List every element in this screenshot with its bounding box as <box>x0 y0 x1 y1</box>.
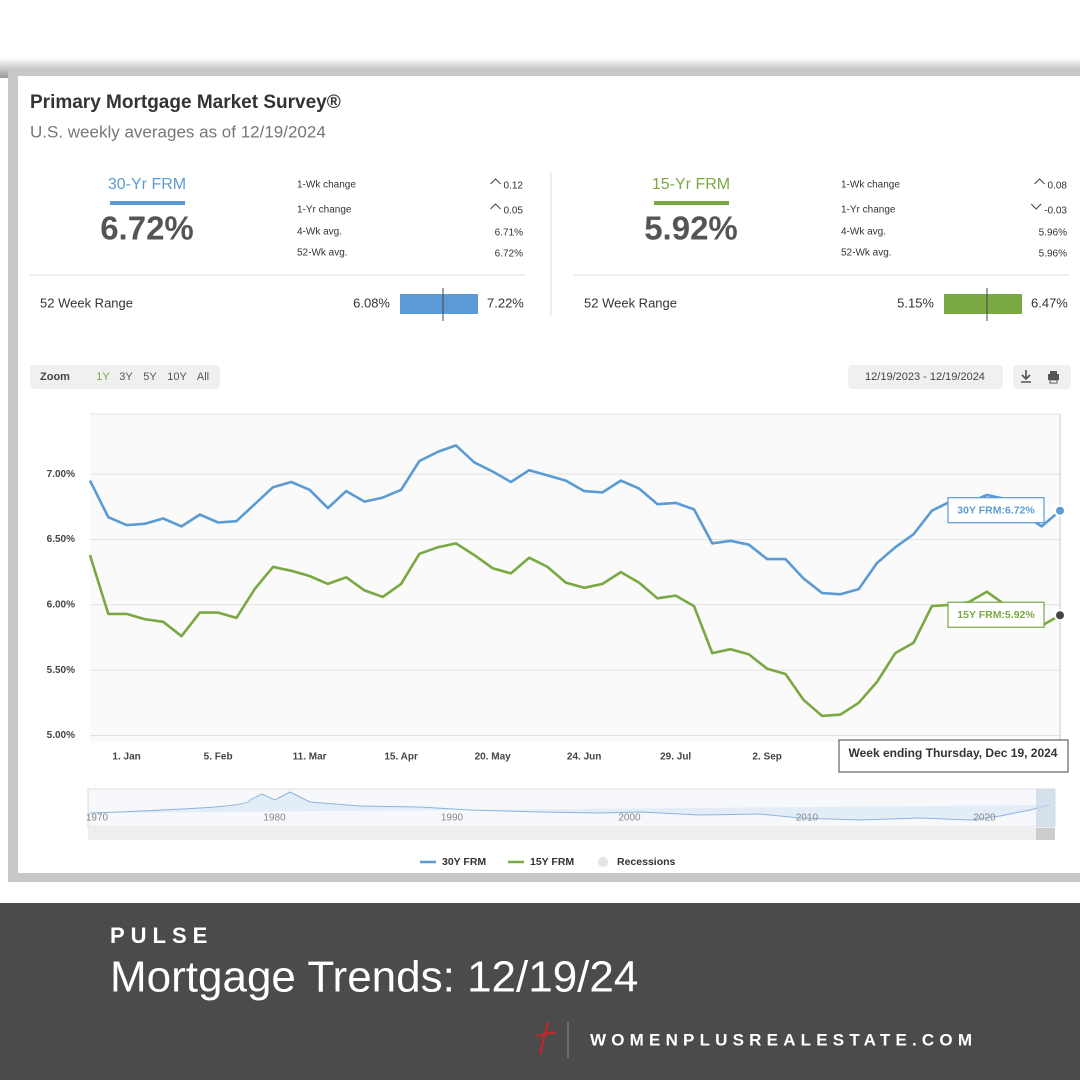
navigator-label: 1990 <box>441 813 464 824</box>
plot-area <box>90 414 1060 742</box>
zoom-label: Zoom <box>40 371 70 383</box>
change-arrow <box>490 203 501 210</box>
change-arrow <box>490 178 501 185</box>
stat-value: 0.05 <box>504 206 524 217</box>
tooltip-box <box>947 601 1045 628</box>
scrollbar[interactable] <box>88 828 1055 840</box>
stat-value: 5.96% <box>1039 249 1067 260</box>
stat-value: 6.71% <box>495 228 523 239</box>
series-line <box>88 542 1061 718</box>
zoom-button[interactable]: 5Y <box>143 371 157 383</box>
navigator-label: 2010 <box>796 813 819 824</box>
x-tick-label: 29. Jul <box>660 752 691 763</box>
range-low: 5.15% <box>897 295 934 310</box>
x-tick-label: 20. May <box>475 752 512 763</box>
range-label: 52 Week Range <box>584 295 677 310</box>
end-point <box>1054 609 1066 622</box>
rate-underline <box>654 201 729 205</box>
y-tick-label: 5.50% <box>47 665 75 676</box>
navigator-label: 2020 <box>973 813 996 824</box>
date-tooltip: Week ending Thursday, Dec 19, 2024 <box>849 746 1058 760</box>
tooltip-text: 15Y FRM:5.92% <box>957 609 1035 621</box>
stat-value: 0.12 <box>504 181 524 192</box>
logo <box>535 1021 557 1055</box>
x-tick-label: 5. Feb <box>204 752 233 763</box>
subtitle: U.S. weekly averages as of 12/19/2024 <box>30 122 326 141</box>
scroll-thumb[interactable] <box>1036 828 1055 840</box>
stat-value: -0.03 <box>1044 206 1067 217</box>
title: Primary Mortgage Market Survey® <box>30 92 341 113</box>
x-tick-label: 1. Jan <box>112 752 140 763</box>
stat-value: 5.96% <box>1039 228 1067 239</box>
print-icon[interactable] <box>1048 371 1059 384</box>
y-tick-label: 6.00% <box>47 599 75 610</box>
stat-label: 4-Wk avg. <box>297 227 342 238</box>
range-high: 7.22% <box>487 295 524 310</box>
tooltip-text: 30Y FRM:6.72% <box>957 504 1035 516</box>
rate-value: 6.72% <box>100 210 194 247</box>
navigator-label: 1980 <box>263 813 286 824</box>
range-label: 52 Week Range <box>40 295 133 310</box>
date-range-box[interactable] <box>848 365 1003 389</box>
rate-name: 30-Yr FRM <box>108 176 186 193</box>
legend-label[interactable]: 30Y FRM <box>442 856 486 868</box>
legend-label[interactable]: Recessions <box>617 856 676 868</box>
stat-label: 52-Wk avg. <box>297 248 348 259</box>
end-point <box>1054 504 1066 517</box>
range-bar <box>400 294 478 314</box>
zoom-button[interactable]: 3Y <box>119 371 133 383</box>
tooltip-box <box>947 497 1045 524</box>
banner-kicker: PULSE <box>110 923 213 948</box>
zoom-button[interactable]: 10Y <box>167 371 187 383</box>
rate-value: 5.92% <box>644 210 738 247</box>
range-bar <box>944 294 1022 314</box>
stat-label: 1-Yr change <box>297 205 352 216</box>
banner-title: Mortgage Trends: 12/19/24 <box>110 953 638 1002</box>
icon-bar <box>1013 365 1071 389</box>
y-tick-label: 5.00% <box>47 730 75 741</box>
stat-value: 0.08 <box>1048 181 1068 192</box>
navigator-line <box>89 791 1051 821</box>
stat-value: 6.72% <box>495 249 523 260</box>
stat-label: 52-Wk avg. <box>841 248 892 259</box>
date-range[interactable]: 12/19/2023 - 12/19/2024 <box>865 371 985 383</box>
rate-name: 15-Yr FRM <box>652 176 730 193</box>
zoom-button[interactable]: 1Y <box>96 371 110 383</box>
navigator-window[interactable] <box>1036 789 1055 827</box>
x-tick-label: 24. Jun <box>567 752 601 763</box>
stat-label: 1-Wk change <box>297 180 356 191</box>
x-tick-label: 15. Apr <box>384 752 418 763</box>
download-icon[interactable] <box>1021 370 1031 383</box>
series-line <box>88 444 1061 596</box>
legend-label[interactable]: 15Y FRM <box>530 856 574 868</box>
change-arrow <box>1034 178 1045 185</box>
x-tick-label: 11. Mar <box>293 752 327 763</box>
date-tooltip-box <box>838 739 1069 773</box>
range-low: 6.08% <box>353 295 390 310</box>
zoom-bar <box>30 365 220 389</box>
navigator-label: 1970 <box>86 813 109 824</box>
change-arrow <box>1030 203 1042 210</box>
range-high: 6.47% <box>1031 295 1068 310</box>
stat-label: 1-Yr change <box>841 205 896 216</box>
legend-swatch <box>598 857 608 867</box>
y-tick-label: 7.00% <box>47 469 75 480</box>
rate-underline <box>110 201 185 205</box>
y-tick-label: 6.50% <box>47 534 75 545</box>
x-tick-label: 2. Sep <box>752 752 781 763</box>
stat-label: 4-Wk avg. <box>841 227 886 238</box>
stat-label: 1-Wk change <box>841 180 900 191</box>
banner-site[interactable]: WOMENPLUSREALESTATE.COM <box>590 1030 977 1049</box>
navigator-label: 2000 <box>618 813 641 824</box>
zoom-button[interactable]: All <box>197 371 209 383</box>
